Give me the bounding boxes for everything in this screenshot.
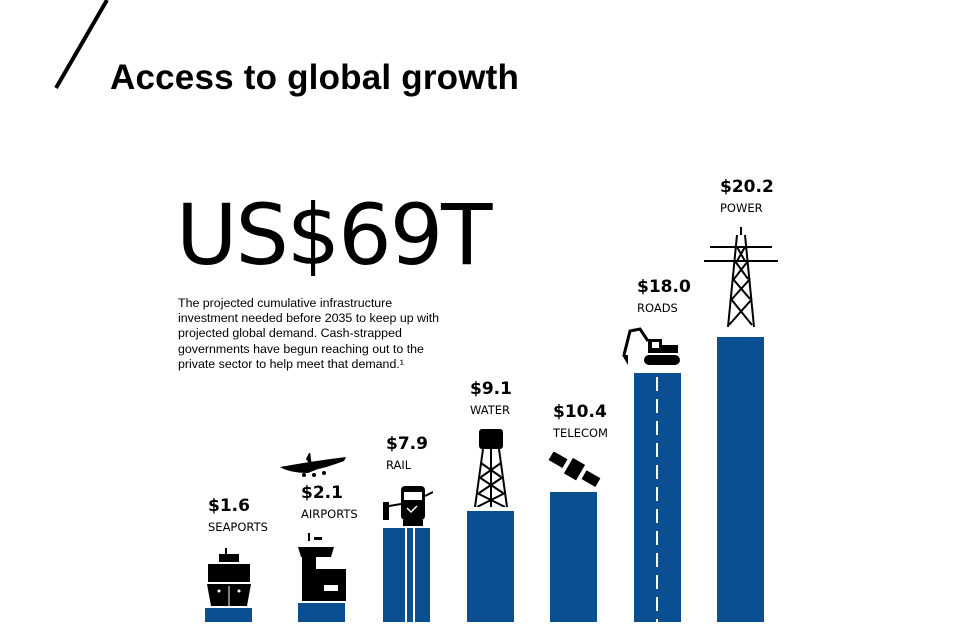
value-label: $20.2 bbox=[720, 177, 774, 197]
category-label: AIRPORTS bbox=[301, 507, 358, 521]
train-icon bbox=[383, 484, 434, 533]
decorative-slash bbox=[54, 0, 109, 90]
ship-icon bbox=[205, 546, 253, 611]
category-label: TELECOM bbox=[553, 426, 608, 440]
value-label: $10.4 bbox=[553, 402, 607, 422]
bar-water bbox=[467, 511, 514, 622]
value-label: $18.0 bbox=[637, 277, 691, 297]
excavator-icon bbox=[622, 327, 682, 376]
value-label: $9.1 bbox=[470, 379, 512, 399]
category-label: ROADS bbox=[637, 301, 678, 315]
value-label: $1.6 bbox=[208, 496, 250, 516]
airport-icon bbox=[298, 533, 346, 606]
bar-seaports bbox=[205, 608, 252, 622]
rail-line bbox=[405, 528, 407, 622]
rail-line bbox=[413, 528, 415, 622]
value-label: $7.9 bbox=[386, 434, 428, 454]
road-lane-marking bbox=[656, 377, 658, 622]
bar-airports bbox=[298, 603, 345, 622]
airplane-icon bbox=[278, 451, 348, 486]
satellite-icon bbox=[547, 451, 601, 493]
bar-telecom bbox=[550, 492, 597, 622]
category-label: RAIL bbox=[386, 458, 412, 472]
headline-value: US$69T bbox=[176, 186, 492, 284]
water-tower-icon bbox=[471, 429, 511, 512]
category-label: SEAPORTS bbox=[208, 520, 268, 534]
page-title: Access to global growth bbox=[110, 58, 520, 97]
power-pylon-icon bbox=[704, 227, 778, 332]
value-label: $2.1 bbox=[301, 483, 343, 503]
category-label: POWER bbox=[720, 201, 763, 215]
bar-power bbox=[717, 337, 764, 622]
headline-description: The projected cumulative infrastructure … bbox=[178, 296, 440, 371]
category-label: WATER bbox=[470, 403, 510, 417]
